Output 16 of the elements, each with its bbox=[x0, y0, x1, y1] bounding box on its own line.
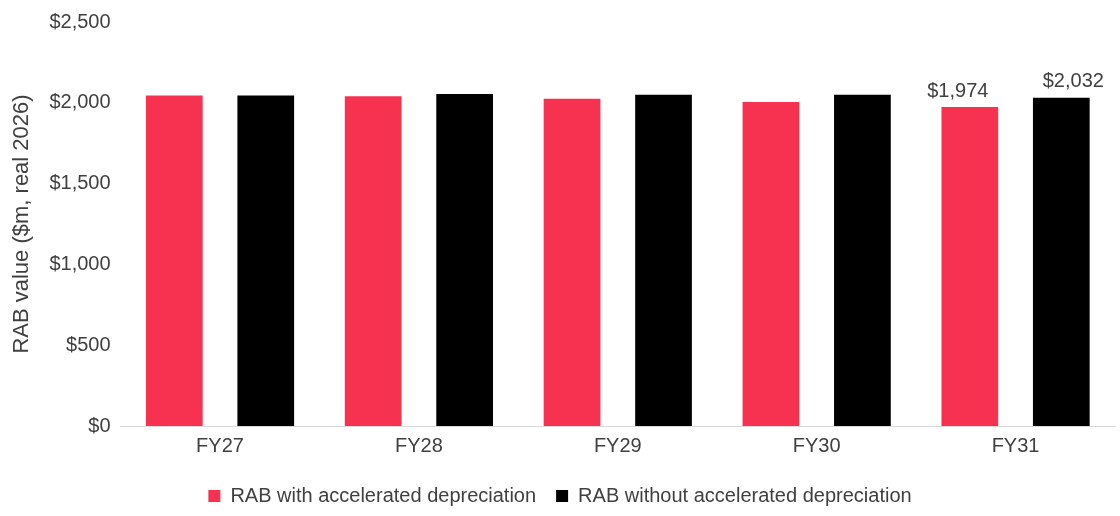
y-tick-label: $2,500 bbox=[49, 9, 111, 32]
legend-label: RAB without accelerated depreciation bbox=[578, 483, 912, 506]
y-tick-label: $0 bbox=[88, 413, 111, 436]
x-tick-label: FY29 bbox=[593, 433, 642, 456]
y-axis-title: RAB value ($m, real 2026) bbox=[8, 94, 34, 354]
y-tick-label: $500 bbox=[66, 332, 111, 355]
data-label: $2,032 bbox=[1042, 69, 1104, 92]
x-tick-label: FY31 bbox=[991, 433, 1040, 456]
x-tick-label: FY30 bbox=[792, 433, 841, 456]
legend-label: RAB with accelerated depreciation bbox=[230, 483, 537, 506]
x-tick-label: FY28 bbox=[394, 433, 443, 456]
y-tick-label: $2,000 bbox=[49, 90, 111, 113]
y-tick-label: $1,000 bbox=[49, 251, 111, 274]
data-label: $1,974 bbox=[927, 78, 989, 101]
x-tick-label: FY27 bbox=[196, 433, 244, 456]
y-tick-label: $1,500 bbox=[49, 171, 111, 194]
